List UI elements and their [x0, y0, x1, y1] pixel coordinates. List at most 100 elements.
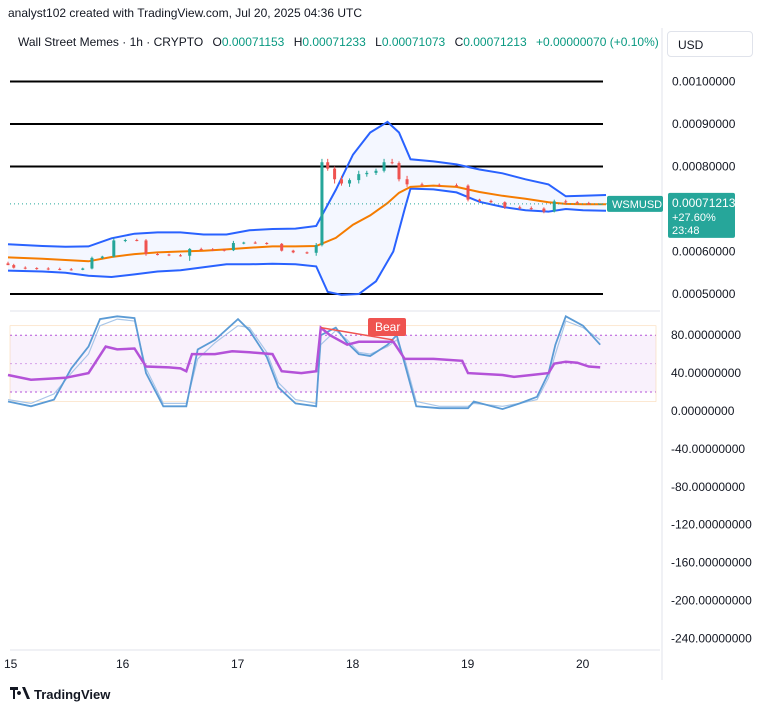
- candle-body[interactable]: [478, 199, 481, 201]
- currency-selector[interactable]: USD: [667, 31, 753, 57]
- candle-body[interactable]: [489, 200, 493, 203]
- candle-body[interactable]: [90, 257, 94, 269]
- candle-body[interactable]: [348, 180, 352, 184]
- candle-body[interactable]: [564, 201, 568, 203]
- candle-body[interactable]: [575, 202, 579, 204]
- candle-body[interactable]: [305, 252, 309, 254]
- candle-body[interactable]: [179, 255, 182, 257]
- close-value: 0.00071213: [463, 35, 527, 49]
- time-tick-label: 20: [576, 657, 590, 671]
- price-tag: [668, 192, 735, 238]
- candle-body[interactable]: [231, 243, 235, 251]
- candle-body[interactable]: [397, 163, 401, 180]
- candle-body[interactable]: [466, 185, 470, 200]
- candle-body[interactable]: [333, 168, 337, 180]
- candle-body[interactable]: [69, 269, 73, 271]
- candle-body[interactable]: [529, 208, 533, 210]
- open-label: O: [212, 35, 222, 49]
- candle-body[interactable]: [365, 172, 369, 175]
- close-label: C: [454, 35, 464, 49]
- time-tick-label: 16: [116, 657, 130, 671]
- candle-body[interactable]: [503, 202, 507, 208]
- price-tick-label: 0.00060000: [672, 245, 736, 259]
- price-tag-value: 0.00071213: [672, 196, 736, 210]
- price-tick-label: 0.00050000: [672, 287, 736, 301]
- candle-body[interactable]: [12, 265, 16, 268]
- oscillator-outer-band: [9, 325, 657, 402]
- candle-body[interactable]: [280, 243, 284, 251]
- candle-body[interactable]: [326, 162, 330, 169]
- bollinger-basis: [7, 184, 606, 263]
- candle-body[interactable]: [382, 162, 386, 171]
- candle-body[interactable]: [357, 174, 361, 181]
- candle-body[interactable]: [188, 248, 192, 256]
- price-tick-label: 0.00080000: [672, 160, 736, 174]
- price-tick-label: 0.00100000: [672, 75, 736, 89]
- candle-body[interactable]: [405, 179, 409, 185]
- candle-body[interactable]: [167, 254, 171, 256]
- candle-body[interactable]: [23, 267, 27, 269]
- rsi-line: [7, 325, 601, 381]
- candle-body[interactable]: [222, 249, 226, 251]
- candle-body[interactable]: [455, 185, 458, 187]
- price-tag-countdown: 23:48: [672, 225, 700, 237]
- high-label: H: [293, 35, 303, 49]
- candle-body[interactable]: [144, 240, 148, 255]
- candle-body[interactable]: [390, 162, 394, 164]
- candle-body[interactable]: [242, 242, 246, 244]
- candle-body[interactable]: [437, 184, 441, 186]
- oscillator-tick-label: -80.00000000: [671, 480, 745, 494]
- candle-body[interactable]: [314, 245, 318, 253]
- candle-body[interactable]: [100, 256, 104, 258]
- time-tick-label: 18: [346, 657, 360, 671]
- candle-body[interactable]: [6, 263, 10, 266]
- high-value: 0.00071233: [302, 35, 366, 49]
- bear-label-box: [368, 318, 406, 336]
- candle-body[interactable]: [598, 203, 602, 205]
- candle-body[interactable]: [374, 170, 378, 173]
- tradingview-wordmark: TradingView: [34, 687, 111, 702]
- candle-body[interactable]: [35, 268, 39, 270]
- candle-body[interactable]: [340, 179, 343, 184]
- candle-body[interactable]: [552, 201, 556, 212]
- oscillator-tick-label: 0.00000000: [671, 404, 735, 418]
- candle-body[interactable]: [58, 268, 62, 270]
- symbol-title: Wall Street Memes · 1h · CRYPTO: [18, 35, 204, 49]
- candle-body[interactable]: [518, 207, 522, 209]
- ticker-tag-text: WSMUSD: [612, 199, 662, 211]
- candle-body[interactable]: [587, 203, 591, 205]
- bear-label-text: Bear: [375, 320, 400, 334]
- candle-body[interactable]: [291, 250, 295, 253]
- price-tick-label: 0.00090000: [672, 117, 736, 131]
- chart-caption: analyst102 created with TradingView.com,…: [8, 6, 362, 20]
- oscillator-tick-label: -120.00000000: [671, 518, 752, 532]
- candle-body[interactable]: [156, 254, 159, 256]
- oscillator-tick-label: 80.00000000: [671, 328, 741, 342]
- candle-body[interactable]: [135, 240, 139, 242]
- ticker-tag: [607, 195, 663, 212]
- candle-body[interactable]: [81, 268, 85, 270]
- oscillator-band: [10, 335, 656, 393]
- candle-body[interactable]: [112, 240, 116, 257]
- tradingview-logo[interactable]: TradingView: [10, 687, 110, 702]
- candle-body[interactable]: [46, 268, 50, 270]
- candle-body[interactable]: [542, 208, 546, 212]
- candle-body[interactable]: [123, 240, 127, 242]
- time-tick-label: 17: [231, 657, 245, 671]
- candle-body[interactable]: [199, 248, 203, 250]
- candle-body[interactable]: [253, 242, 257, 244]
- oscillator-tick-label: -40.00000000: [671, 442, 745, 456]
- oscillator-tick-label: -240.00000000: [671, 631, 752, 645]
- change-value: +0.00000070 (+0.10%): [535, 35, 659, 49]
- time-tick-label: 19: [461, 657, 475, 671]
- symbol-legend: Wall Street Memes · 1h · CRYPTO O0.00071…: [18, 35, 659, 49]
- candle-body[interactable]: [265, 243, 269, 244]
- tradingview-logo-icon: [10, 687, 30, 702]
- candle-body[interactable]: [211, 249, 215, 251]
- low-label: L: [375, 35, 382, 49]
- low-value: 0.00071073: [381, 35, 446, 49]
- candle-body[interactable]: [320, 162, 324, 246]
- open-value: 0.00071153: [221, 35, 285, 49]
- candle-body[interactable]: [420, 184, 424, 186]
